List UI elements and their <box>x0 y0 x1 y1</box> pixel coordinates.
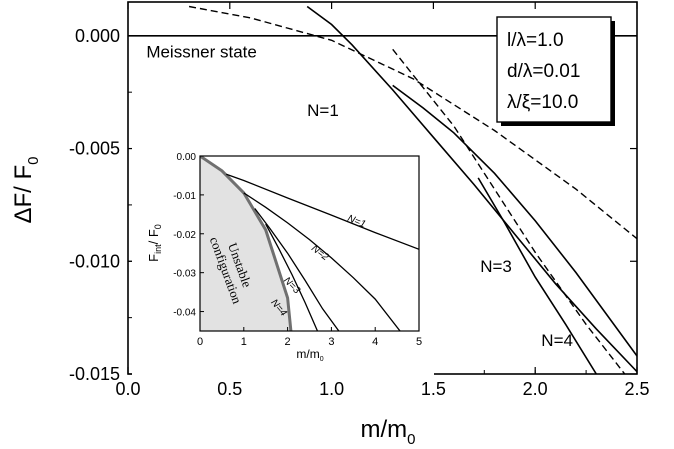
inset-ytick-label: -0.03 <box>173 269 196 280</box>
inset-xtick-label: 1 <box>241 336 247 348</box>
main-chart: 0.0 0.5 1.0 1.5 2.0 2.50.000-0.005-0.010-0.01… <box>10 1 650 448</box>
inset-chart: 0 1 2 3 4 5 0.00 -0.01 -0.02 -0.03 -0.04 m/m0 Fint/ … <box>132 143 434 375</box>
main-x-axis-label: m/m0 <box>361 416 416 448</box>
inset-series-group <box>200 156 419 331</box>
inset-ytick-label: -0.01 <box>173 191 196 202</box>
main-ytick-label: -0.010 <box>69 251 120 271</box>
inset-series-n-4 <box>265 223 319 331</box>
main-xtick-label: 1.0 <box>319 379 344 399</box>
main-series-n-1-dashed <box>188 5 637 240</box>
inset-y-axis-label: Fint/ F0 <box>146 224 163 262</box>
legend-box-line: λ/ξ=10.0 <box>507 92 578 113</box>
inset-series-n-2 <box>243 192 401 331</box>
inset-background <box>132 143 434 375</box>
main-xtick-label: 2.0 <box>523 379 548 399</box>
main-series-n-2-solid <box>392 84 637 357</box>
inset-x-axis-label: m/m0 <box>296 347 323 363</box>
main-annotation-n-1: N=1 <box>307 101 339 120</box>
inset-xtick-label: 0 <box>197 336 203 348</box>
inset-ytick-label: -0.04 <box>173 308 196 319</box>
main-series-n-1-solid <box>306 5 637 373</box>
main-annotation-n-3: N=3 <box>480 257 512 276</box>
inset-series-boundary <box>200 156 293 331</box>
main-series-n-3-solid <box>477 177 598 374</box>
inset-unstable-region <box>200 156 291 331</box>
main-ytick-label: -0.015 <box>69 364 120 384</box>
legend-box <box>496 16 612 123</box>
main-xtick-label: 1.5 <box>421 379 446 399</box>
main-ytick-label: -0.005 <box>69 139 120 159</box>
main-ytick-label: 0.000 <box>75 26 120 46</box>
main-xtick-label: 2.5 <box>624 379 649 399</box>
inset-series-n-3 <box>254 208 340 331</box>
main-annotation-n-4: N=4 <box>541 331 573 350</box>
main-annotation-meissner-state: Meissner state <box>146 43 257 62</box>
main-xtick-label: 0.5 <box>217 379 242 399</box>
inset-ytick-label: -0.02 <box>173 230 196 241</box>
inset-xtick-label: 2 <box>285 336 291 348</box>
legend-box-line: l/λ=1.0 <box>507 30 564 51</box>
legend-box-line: d/λ=0.01 <box>507 61 580 82</box>
inset-plot-frame <box>199 155 420 332</box>
main-xtick-label: 0.0 <box>115 379 140 399</box>
inset-xtick-label: 5 <box>416 336 422 348</box>
main-series-n-2-dashed <box>392 48 626 374</box>
inset-xtick-label: 4 <box>372 336 378 348</box>
main-y-axis-label: ΔF/ F0 <box>10 156 42 223</box>
main-annotation-bg <box>478 255 514 277</box>
inset-xtick-label: 3 <box>328 336 334 348</box>
inset-ytick-label: 0.00 <box>177 152 197 163</box>
inset-series-n-1 <box>226 173 419 250</box>
